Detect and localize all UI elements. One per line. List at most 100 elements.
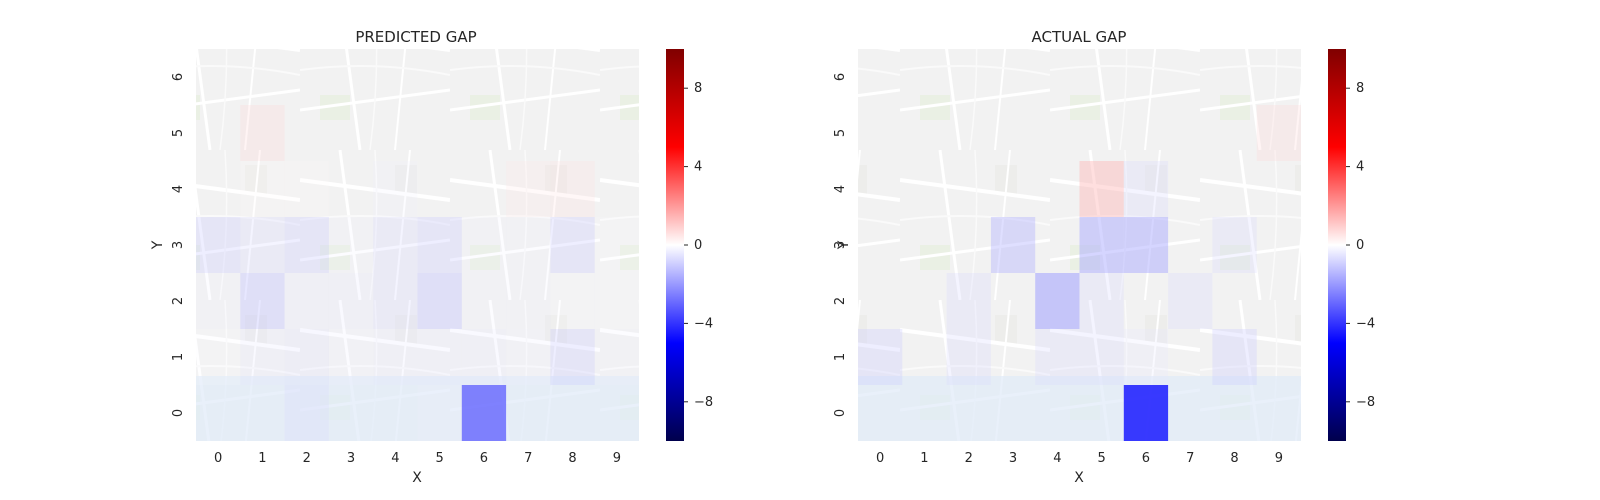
heatmap-cell <box>373 217 418 273</box>
colorbar-tick-label: 8 <box>694 81 702 96</box>
colorbar <box>1328 49 1346 441</box>
y-tick-label: 5 <box>833 129 848 137</box>
x-tick-label: 4 <box>391 451 399 466</box>
x-tick-label: 8 <box>1230 451 1238 466</box>
colorbar-tick-label: −8 <box>1356 395 1375 410</box>
heatmap-cell <box>1123 385 1169 441</box>
x-tick-label: 4 <box>1053 451 1061 466</box>
heatmap-cell <box>373 161 418 217</box>
heatmap-cell <box>506 161 551 217</box>
map-background <box>858 49 1301 441</box>
heatmap-cell <box>417 385 462 441</box>
map-river <box>858 376 1301 441</box>
heatmap-cell <box>550 161 595 217</box>
heatmap-cell <box>328 329 374 385</box>
y-tick-label: 2 <box>833 297 848 305</box>
chart-title: PREDICTED GAP <box>355 28 476 46</box>
y-tick-label: 6 <box>833 73 848 81</box>
y-axis-label: Y <box>150 240 166 250</box>
heatmap-cell <box>990 217 1036 273</box>
x-tick-label: 1 <box>920 451 928 466</box>
x-axis-label: X <box>412 470 422 486</box>
heatmap-cell <box>550 329 595 385</box>
heatmap-cell <box>1212 329 1257 385</box>
x-tick-label: 5 <box>1098 451 1106 466</box>
x-axis-label: X <box>1074 470 1084 486</box>
heatmap-cell <box>373 273 418 329</box>
y-tick-label: 6 <box>171 73 186 81</box>
x-tick-labels: 0 1 2 3 4 5 6 7 8 9 <box>214 451 621 466</box>
heatmap-cell <box>461 329 507 385</box>
x-tick-label: 0 <box>214 451 222 466</box>
map-river <box>196 376 639 441</box>
heatmap-cells <box>858 105 1301 441</box>
x-tick-label: 2 <box>965 451 973 466</box>
y-tick-label: 4 <box>171 185 186 193</box>
map-background <box>196 49 639 441</box>
x-tick-label: 1 <box>258 451 266 466</box>
heatmap-cell <box>506 217 551 273</box>
x-tick-label: 6 <box>480 451 488 466</box>
colorbar-tick-label: 4 <box>1356 160 1364 175</box>
heatmap-cells <box>196 105 639 441</box>
colorbar <box>666 49 684 441</box>
heatmap-cell <box>461 385 507 441</box>
heatmap-cell <box>1079 161 1124 217</box>
heatmap-cell <box>284 273 329 329</box>
heatmap-cell <box>328 217 374 273</box>
heatmap-cell <box>284 329 329 385</box>
y-tick-label: 4 <box>833 185 848 193</box>
heatmap-cell <box>1212 217 1257 273</box>
heatmap-cell <box>1168 273 1213 329</box>
heatmap-cell <box>1035 329 1080 385</box>
x-tick-label: 6 <box>1142 451 1150 466</box>
y-tick-label: 1 <box>171 353 186 361</box>
heatmap-cell <box>240 105 285 161</box>
heatmap-cell <box>240 273 285 329</box>
heatmap-cell <box>417 217 462 273</box>
x-tick-label: 3 <box>1009 451 1017 466</box>
y-tick-labels: 0 1 2 3 4 5 6 <box>171 73 186 417</box>
heatmap-cell <box>461 273 507 329</box>
heatmap-cell <box>417 273 462 329</box>
colorbar-tick-label: −8 <box>694 395 713 410</box>
y-tick-label: 0 <box>833 409 848 417</box>
actual-gap-panel: ACTUAL GAP 0 1 2 3 4 5 6 7 8 9 0 1 2 3 4 5 6 X Y −8 −4 0 4… <box>833 28 1375 486</box>
heatmap-cell <box>196 217 241 273</box>
colorbar-tick-label: 4 <box>694 160 702 175</box>
x-tick-label: 7 <box>524 451 532 466</box>
heatmap-cell <box>946 273 991 329</box>
heatmap-cell <box>196 273 241 329</box>
map-wash <box>196 49 639 441</box>
y-tick-label: 5 <box>171 129 186 137</box>
heatmap-cell <box>858 329 903 385</box>
colorbar-tick-label: −4 <box>694 316 713 331</box>
x-tick-label: 8 <box>568 451 576 466</box>
heatmap-cell <box>506 329 551 385</box>
heatmap-cell <box>1079 217 1124 273</box>
heatmap-cell <box>1256 105 1301 161</box>
heatmap-cell <box>284 161 329 217</box>
colorbar-tick-label: −4 <box>1356 316 1375 331</box>
x-tick-label: 5 <box>436 451 444 466</box>
heatmap-cell <box>594 273 639 329</box>
heatmap-cell <box>1035 273 1080 329</box>
colorbar-tick-labels: −8 −4 0 4 8 <box>1346 81 1375 410</box>
heatmap-cell <box>550 217 595 273</box>
heatmap-cell <box>373 329 418 385</box>
colorbar-tick-label: 0 <box>694 238 702 253</box>
chart-title: ACTUAL GAP <box>1032 28 1127 46</box>
heatmap-cell <box>417 329 462 385</box>
x-tick-label: 7 <box>1186 451 1194 466</box>
y-axis-label: Y <box>836 240 852 250</box>
heatmap-cell <box>461 217 507 273</box>
y-tick-label: 1 <box>833 353 848 361</box>
x-tick-label: 3 <box>347 451 355 466</box>
heatmap-cell <box>240 329 285 385</box>
y-tick-labels: 0 1 2 3 4 5 6 <box>833 73 848 417</box>
x-tick-label: 2 <box>303 451 311 466</box>
heatmap-cell <box>1123 217 1169 273</box>
heatmap-cell <box>196 329 241 385</box>
heatmap-cell <box>594 329 639 385</box>
y-tick-label: 3 <box>833 241 848 249</box>
